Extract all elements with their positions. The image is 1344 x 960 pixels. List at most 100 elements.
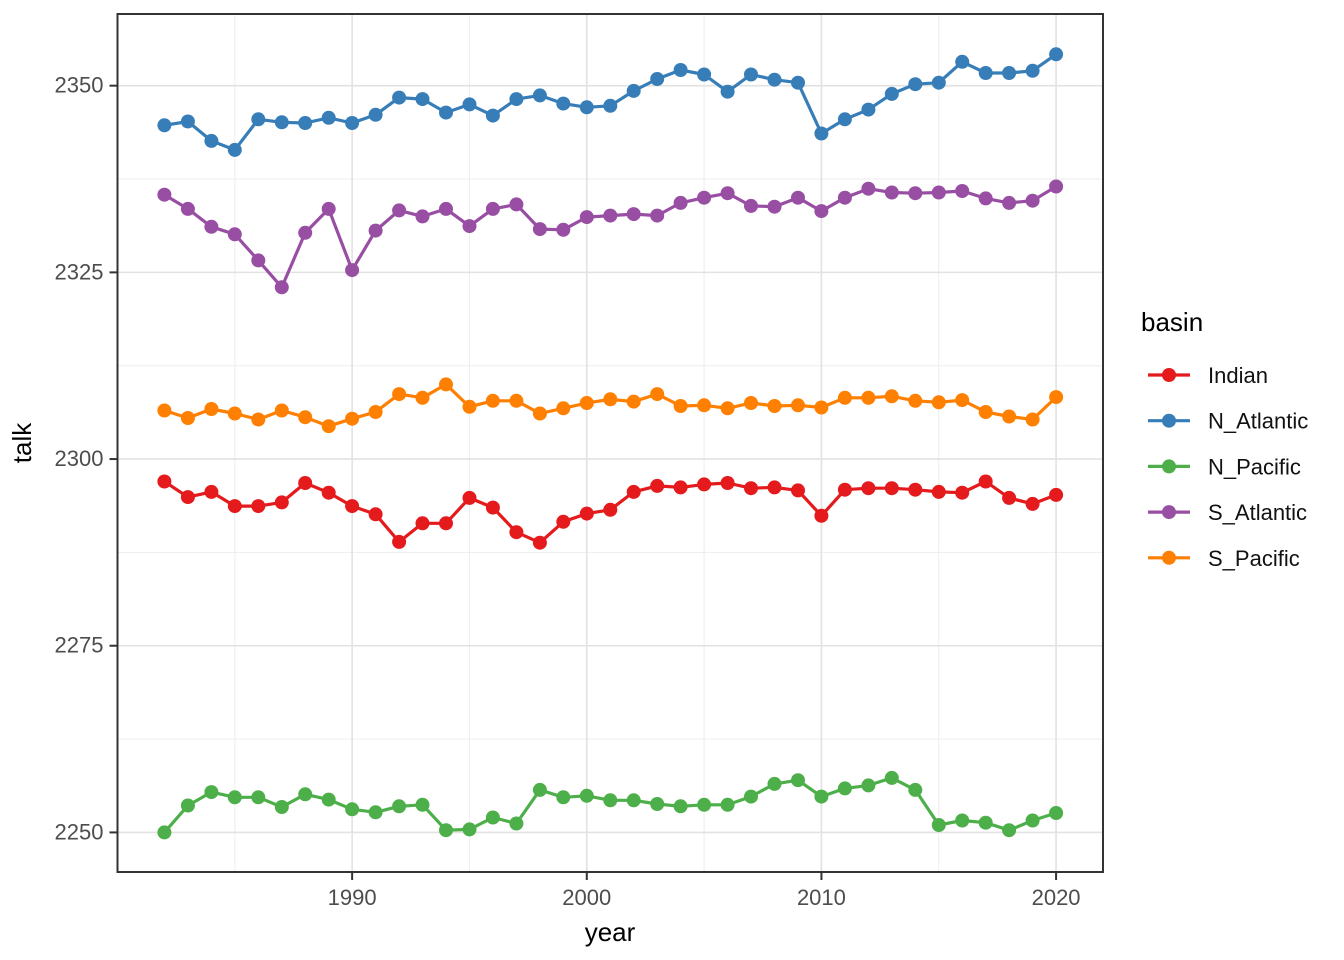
- series-layer: [157, 47, 1064, 840]
- data-point-N_Pacific: [556, 790, 571, 805]
- data-point-N_Pacific: [1049, 806, 1064, 820]
- data-point-Indian: [274, 495, 289, 510]
- data-point-N_Atlantic: [650, 72, 665, 86]
- data-point-N_Pacific: [392, 799, 407, 814]
- data-point-N_Atlantic: [368, 107, 383, 122]
- data-point-Indian: [157, 474, 172, 489]
- data-point-Indian: [509, 525, 524, 540]
- data-point-S_Atlantic: [509, 197, 524, 212]
- x-tick-label: 1990: [328, 885, 377, 910]
- data-point-N_Atlantic: [837, 112, 852, 127]
- data-point-N_Pacific: [462, 822, 477, 837]
- data-point-N_Pacific: [439, 823, 453, 838]
- data-point-N_Atlantic: [345, 116, 360, 130]
- data-point-S_Atlantic: [697, 190, 712, 205]
- data-point-Indian: [767, 480, 782, 495]
- data-point-N_Atlantic: [462, 97, 477, 112]
- data-point-S_Atlantic: [345, 263, 360, 278]
- data-point-Indian: [744, 481, 758, 496]
- x-tick-label: 2010: [797, 885, 846, 910]
- data-point-N_Pacific: [744, 789, 758, 804]
- data-point-Indian: [485, 500, 500, 515]
- data-point-N_Pacific: [720, 797, 735, 812]
- data-point-S_Pacific: [673, 399, 688, 413]
- data-point-N_Atlantic: [861, 102, 876, 117]
- data-point-N_Atlantic: [791, 75, 805, 90]
- data-point-Indian: [392, 534, 407, 549]
- data-point-N_Pacific: [697, 797, 712, 812]
- data-point-S_Atlantic: [955, 184, 970, 198]
- data-point-S_Pacific: [1002, 409, 1017, 424]
- data-point-Indian: [908, 482, 923, 497]
- data-point-N_Pacific: [415, 797, 430, 812]
- data-point-Indian: [345, 499, 360, 514]
- data-point-N_Pacific: [579, 788, 594, 803]
- data-point-N_Atlantic: [931, 75, 946, 90]
- data-point-Indian: [650, 478, 665, 493]
- data-point-N_Atlantic: [204, 133, 219, 148]
- data-point-S_Pacific: [720, 401, 735, 416]
- data-point-S_Atlantic: [767, 199, 782, 214]
- data-point-Indian: [298, 476, 313, 490]
- data-point-N_Pacific: [251, 790, 266, 805]
- data-point-S_Atlantic: [274, 280, 289, 295]
- data-point-Indian: [1049, 487, 1064, 502]
- data-point-N_Pacific: [1025, 813, 1040, 828]
- data-point-N_Atlantic: [485, 108, 500, 123]
- series-N_Pacific: [157, 770, 1064, 840]
- data-point-Indian: [180, 490, 195, 505]
- data-point-S_Atlantic: [204, 219, 219, 234]
- legend-item-label: S_Atlantic: [1208, 500, 1307, 525]
- data-point-Indian: [227, 499, 242, 514]
- data-point-S_Pacific: [626, 394, 641, 409]
- legend-item-label: N_Pacific: [1208, 454, 1301, 479]
- legend-key-dot: [1162, 368, 1176, 382]
- data-point-S_Pacific: [579, 396, 594, 410]
- data-point-S_Pacific: [791, 398, 805, 413]
- data-point-N_Atlantic: [767, 72, 782, 87]
- data-point-S_Atlantic: [673, 195, 688, 210]
- data-point-S_Pacific: [603, 392, 618, 407]
- data-point-N_Pacific: [650, 797, 665, 811]
- data-point-S_Atlantic: [814, 204, 829, 219]
- panel-background: [117, 14, 1103, 872]
- data-point-N_Pacific: [931, 818, 946, 832]
- data-point-Indian: [204, 484, 219, 499]
- data-point-S_Pacific: [298, 410, 313, 425]
- data-point-N_Atlantic: [251, 112, 266, 127]
- data-point-Indian: [814, 508, 829, 523]
- data-point-S_Pacific: [509, 393, 524, 408]
- data-point-S_Atlantic: [462, 219, 477, 234]
- data-point-Indian: [1002, 490, 1017, 505]
- data-point-N_Pacific: [298, 787, 313, 802]
- data-point-S_Atlantic: [298, 225, 313, 240]
- data-point-S_Pacific: [697, 398, 712, 413]
- data-point-N_Pacific: [1002, 823, 1017, 838]
- axis-tick-labels: 1990 2000 2010 2020 2250 2275 2300 2325 2350: [55, 73, 1081, 910]
- data-point-N_Pacific: [485, 810, 500, 825]
- data-point-N_Pacific: [908, 782, 923, 797]
- data-point-S_Pacific: [274, 403, 289, 418]
- data-point-S_Pacific: [861, 390, 876, 405]
- legend-item-label: N_Atlantic: [1208, 409, 1308, 434]
- data-point-S_Pacific: [157, 403, 172, 418]
- data-point-S_Pacific: [814, 400, 829, 415]
- data-point-Indian: [791, 483, 805, 498]
- x-axis-title: year: [585, 917, 636, 947]
- data-point-S_Atlantic: [837, 190, 852, 205]
- x-tick-label: 2020: [1032, 885, 1081, 910]
- legend-key-dot: [1162, 413, 1176, 428]
- data-point-Indian: [415, 516, 430, 531]
- data-point-S_Atlantic: [485, 201, 500, 216]
- legend-title: basin: [1141, 307, 1203, 337]
- data-point-N_Pacific: [532, 782, 547, 797]
- data-point-N_Pacific: [509, 816, 524, 831]
- data-point-Indian: [579, 506, 594, 521]
- data-point-S_Pacific: [556, 401, 571, 416]
- data-point-Indian: [368, 507, 383, 522]
- data-point-N_Atlantic: [603, 98, 618, 113]
- legend-key-dot: [1162, 459, 1176, 474]
- data-point-Indian: [556, 514, 571, 529]
- data-point-Indian: [626, 484, 641, 499]
- data-point-S_Atlantic: [791, 190, 805, 205]
